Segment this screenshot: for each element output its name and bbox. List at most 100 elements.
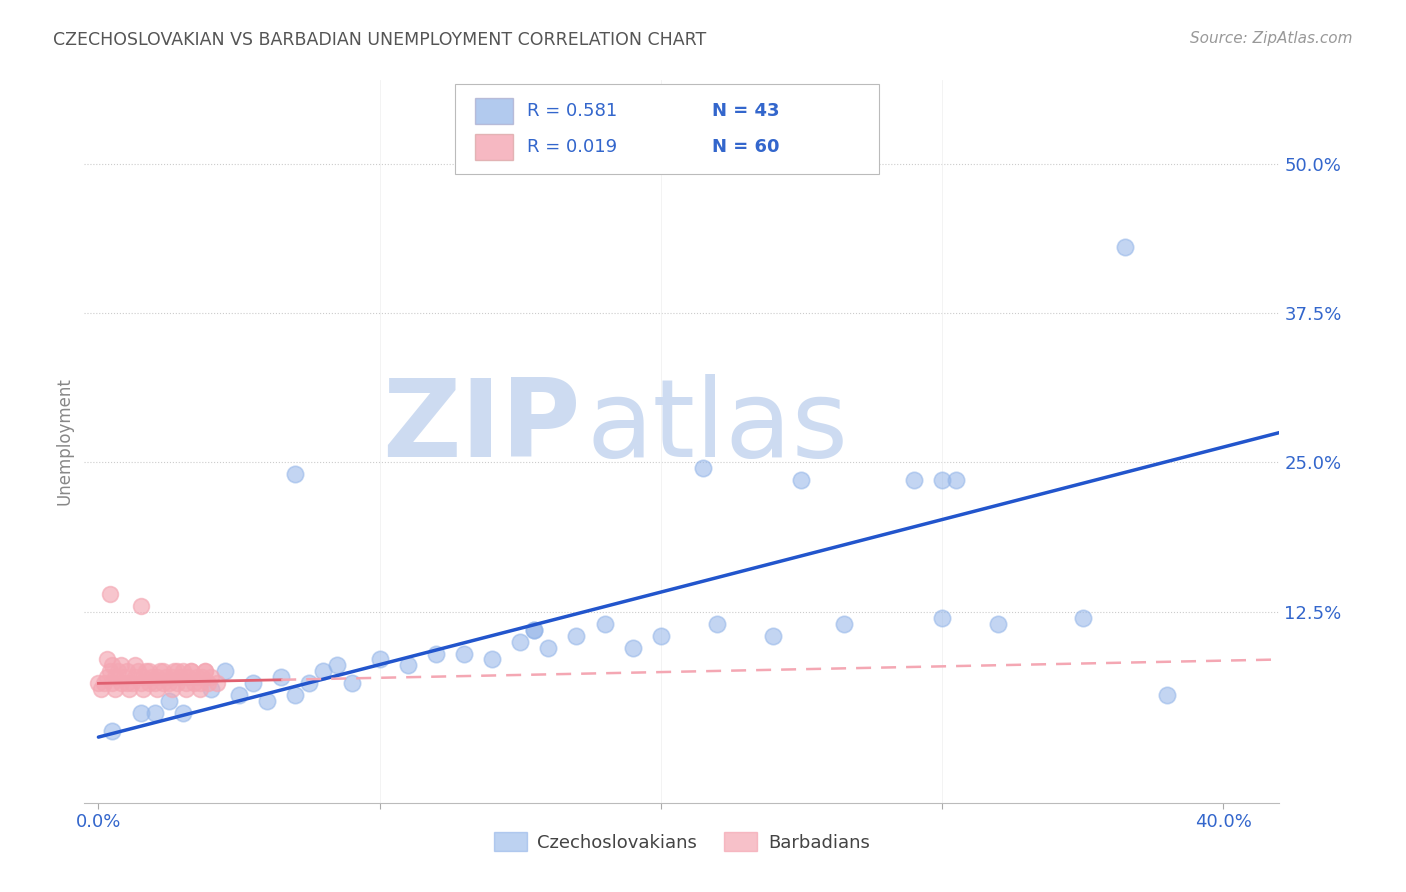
Point — [537, 640, 560, 655]
Point — [157, 676, 180, 690]
Text: ZIP: ZIP — [382, 374, 581, 480]
Point — [692, 461, 714, 475]
Point — [180, 665, 202, 679]
Point — [205, 676, 228, 690]
Point — [110, 676, 132, 690]
Point — [832, 616, 855, 631]
Point — [565, 629, 588, 643]
Point — [135, 665, 157, 679]
Point — [160, 682, 183, 697]
Point — [98, 665, 121, 679]
Point — [903, 474, 925, 488]
Point — [143, 706, 166, 721]
Point — [107, 665, 129, 679]
Point — [96, 670, 118, 684]
Text: R = 0.581: R = 0.581 — [527, 102, 617, 120]
Point — [121, 676, 143, 690]
Point — [146, 670, 169, 684]
Point — [200, 682, 222, 697]
Point — [96, 652, 118, 666]
Point — [650, 629, 672, 643]
Point — [157, 694, 180, 708]
Point — [174, 676, 197, 690]
Point — [124, 658, 146, 673]
Point — [166, 665, 188, 679]
Point — [987, 616, 1010, 631]
Point — [706, 616, 728, 631]
Point — [115, 665, 138, 679]
Point — [112, 670, 135, 684]
Point — [284, 689, 307, 703]
Point — [1114, 240, 1136, 254]
Point — [396, 658, 419, 673]
Point — [1156, 689, 1178, 703]
Point — [368, 652, 391, 666]
Point — [481, 652, 503, 666]
Point — [931, 474, 953, 488]
Point — [163, 665, 186, 679]
Point — [174, 682, 197, 697]
Point — [110, 658, 132, 673]
Point — [188, 676, 211, 690]
Point — [115, 676, 138, 690]
Point — [242, 676, 264, 690]
Point — [790, 474, 813, 488]
Point — [101, 724, 124, 739]
Text: R = 0.019: R = 0.019 — [527, 137, 617, 156]
Point — [762, 629, 785, 643]
Point — [149, 665, 172, 679]
Point — [593, 616, 616, 631]
Point — [127, 665, 149, 679]
Point — [87, 676, 110, 690]
Point — [326, 658, 349, 673]
Point — [270, 670, 292, 684]
Point — [129, 706, 152, 721]
Point — [340, 676, 363, 690]
Point — [523, 623, 546, 637]
Point — [172, 706, 194, 721]
Point — [194, 665, 217, 679]
Text: N = 43: N = 43 — [711, 102, 779, 120]
Point — [191, 670, 214, 684]
Point — [118, 682, 141, 697]
Point — [197, 676, 219, 690]
Point — [453, 647, 475, 661]
Point — [194, 665, 217, 679]
Point — [945, 474, 967, 488]
Point — [298, 676, 321, 690]
Point — [141, 670, 163, 684]
Point — [312, 665, 335, 679]
Point — [124, 670, 146, 684]
Point — [160, 670, 183, 684]
Point — [509, 634, 531, 648]
Point — [186, 670, 208, 684]
FancyBboxPatch shape — [456, 84, 879, 174]
Point — [101, 658, 124, 673]
Point — [104, 670, 127, 684]
Point — [132, 682, 155, 697]
Point — [183, 676, 205, 690]
FancyBboxPatch shape — [475, 134, 513, 160]
Text: Source: ZipAtlas.com: Source: ZipAtlas.com — [1189, 31, 1353, 46]
Point — [284, 467, 307, 482]
Point — [1071, 610, 1094, 624]
Y-axis label: Unemployment: Unemployment — [55, 377, 73, 506]
Point — [256, 694, 278, 708]
Point — [200, 670, 222, 684]
Point — [188, 682, 211, 697]
Point — [172, 665, 194, 679]
Point — [129, 599, 152, 613]
Point — [143, 676, 166, 690]
Point — [90, 682, 112, 697]
Point — [152, 676, 174, 690]
Point — [98, 587, 121, 601]
Point — [931, 610, 953, 624]
Point — [621, 640, 644, 655]
Point — [214, 665, 236, 679]
Point — [155, 670, 177, 684]
Point — [146, 682, 169, 697]
Text: atlas: atlas — [586, 374, 848, 480]
Point — [138, 665, 160, 679]
Point — [152, 665, 174, 679]
Legend: Czechoslovakians, Barbadians: Czechoslovakians, Barbadians — [486, 825, 877, 859]
